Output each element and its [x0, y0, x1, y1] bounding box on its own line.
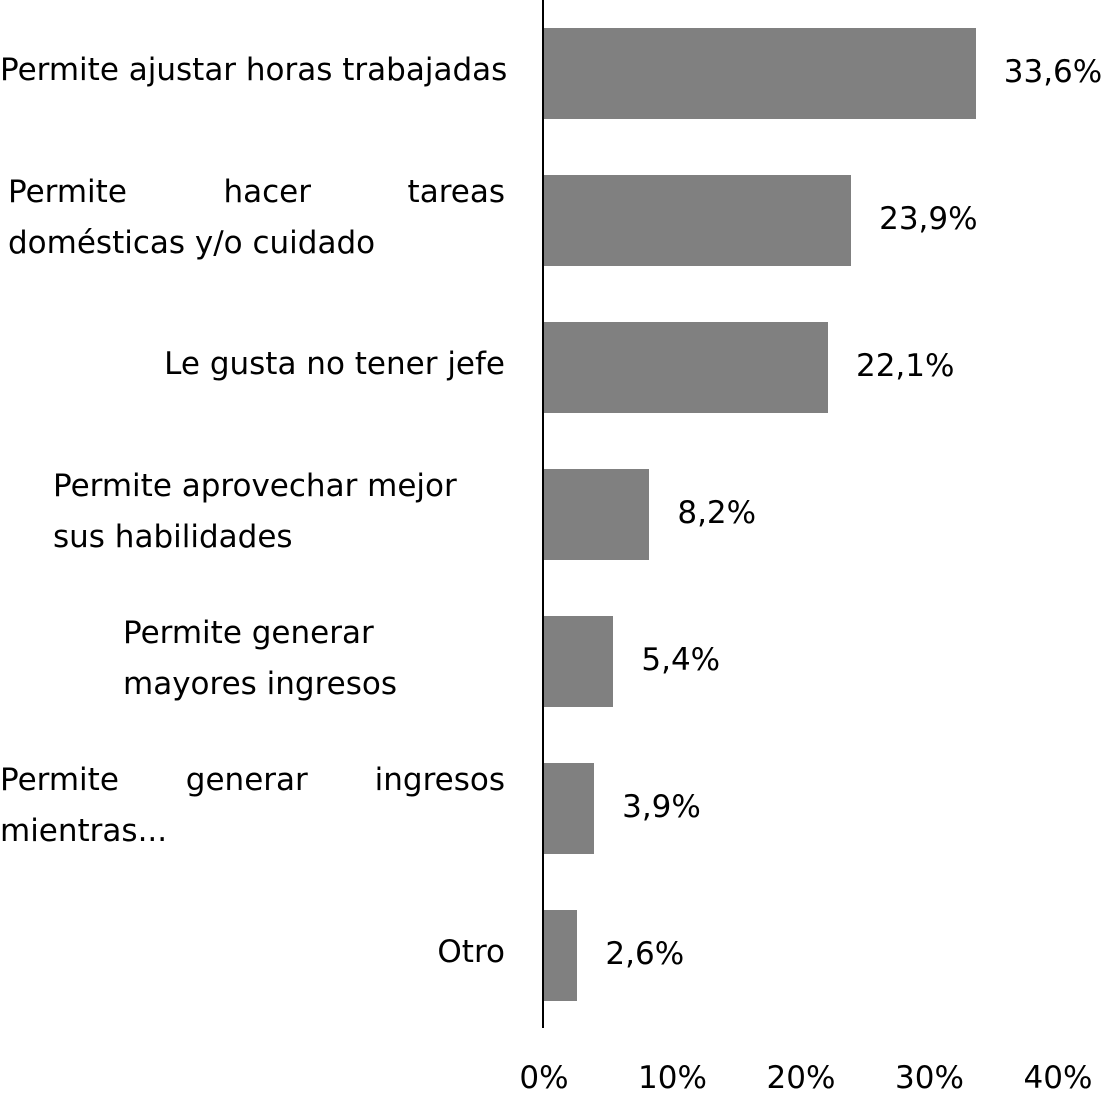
- bar: [544, 616, 614, 707]
- x-tick-label: 20%: [766, 1060, 836, 1096]
- category-label: Otro: [437, 934, 505, 970]
- data-label: 22,1%: [855, 347, 955, 384]
- data-label: 2,6%: [605, 935, 685, 972]
- data-label: 33,6%: [1003, 53, 1103, 90]
- category-label: Permite generar mayores ingresos: [123, 614, 397, 702]
- data-label: 8,2%: [677, 494, 757, 531]
- category-label: Permite hacer tareas domésticas y/o cuid…: [8, 173, 505, 261]
- category-label: Permite ajustar horas trabajadas: [0, 52, 508, 88]
- category-label: Permite generar ingresos mientras...: [0, 761, 505, 849]
- y-axis-line: [542, 0, 544, 1028]
- bar: [544, 322, 828, 413]
- bar: [544, 910, 578, 1001]
- data-label: 5,4%: [641, 641, 721, 678]
- x-tick-label: 30%: [895, 1060, 964, 1096]
- data-label: 3,9%: [622, 788, 701, 825]
- data-label: 23,9%: [879, 200, 978, 237]
- x-tick-label: 10%: [638, 1060, 707, 1096]
- bar: [544, 469, 650, 560]
- x-tick-label: 0%: [519, 1060, 569, 1096]
- x-tick-label: 40%: [1023, 1060, 1093, 1096]
- category-label: Permite aprovechar mejor sus habilidades: [53, 467, 457, 555]
- bar: [544, 763, 595, 854]
- bar: [544, 28, 976, 119]
- bar: [544, 175, 852, 266]
- category-label: Le gusta no tener jefe: [164, 346, 505, 382]
